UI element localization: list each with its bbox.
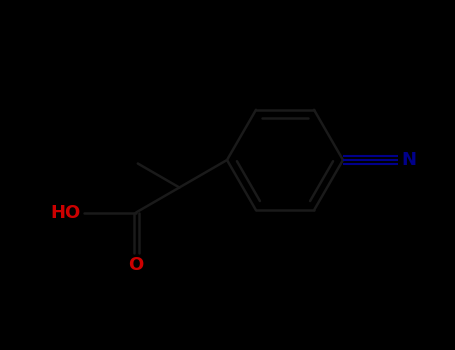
Text: HO: HO [51, 203, 81, 222]
Text: N: N [401, 151, 416, 169]
Text: O: O [128, 257, 144, 274]
